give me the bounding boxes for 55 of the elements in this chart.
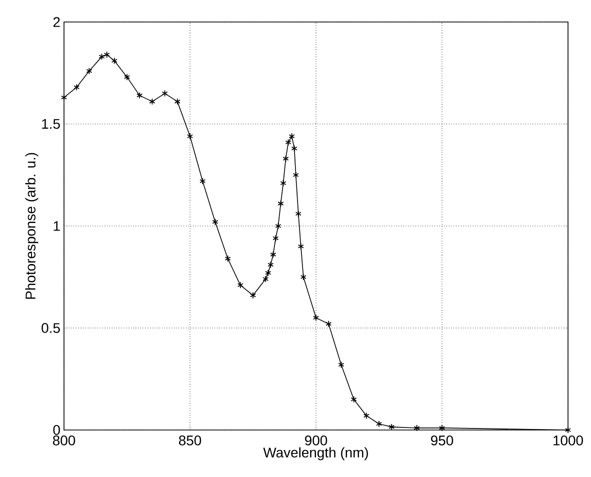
point [212, 218, 218, 226]
point [86, 68, 92, 74]
y-tick-label: 1 [54, 221, 60, 231]
point [186, 132, 194, 140]
y-tick-label: 1.5 [42, 119, 60, 129]
point [124, 74, 130, 81]
point [298, 242, 304, 250]
point [291, 145, 298, 152]
point [174, 98, 180, 105]
point [162, 90, 168, 97]
point [224, 255, 231, 262]
point [363, 412, 370, 420]
point [136, 92, 143, 99]
y-tick-label: 2 [53, 17, 60, 27]
point [98, 53, 105, 60]
point [285, 138, 292, 146]
point [280, 180, 286, 187]
point [350, 396, 357, 403]
point [278, 200, 284, 207]
point [111, 57, 118, 64]
point [300, 274, 306, 280]
point [564, 426, 572, 434]
point [74, 84, 80, 91]
point [438, 424, 446, 432]
x-tick-label: 850 [178, 436, 202, 446]
point [275, 222, 282, 230]
point [288, 132, 295, 140]
x-axis-title: Wavelength (nm) [263, 447, 368, 460]
point [149, 98, 156, 105]
point [272, 234, 279, 242]
y-tick-label: 0 [53, 425, 60, 435]
point [295, 210, 302, 218]
point [262, 276, 269, 282]
point [270, 251, 276, 258]
point [338, 361, 344, 368]
point [376, 420, 382, 428]
x-tick-label: 900 [305, 436, 328, 446]
x-tick-label: 1000 [554, 436, 583, 446]
point [200, 178, 206, 185]
point [326, 320, 332, 328]
point [60, 94, 68, 101]
point [237, 282, 244, 289]
x-tick-label: 950 [431, 436, 454, 446]
point [312, 314, 320, 322]
point [388, 424, 395, 430]
point [250, 292, 256, 299]
point [268, 261, 274, 268]
y-tick-label: 0.5 [42, 323, 60, 333]
y-axis-title: Photoresponse (arb. u.) [25, 152, 38, 299]
point [282, 155, 289, 162]
point [265, 269, 272, 276]
point [292, 172, 299, 178]
point [104, 51, 110, 58]
x-tick-label: 800 [52, 436, 76, 446]
point [414, 424, 420, 432]
